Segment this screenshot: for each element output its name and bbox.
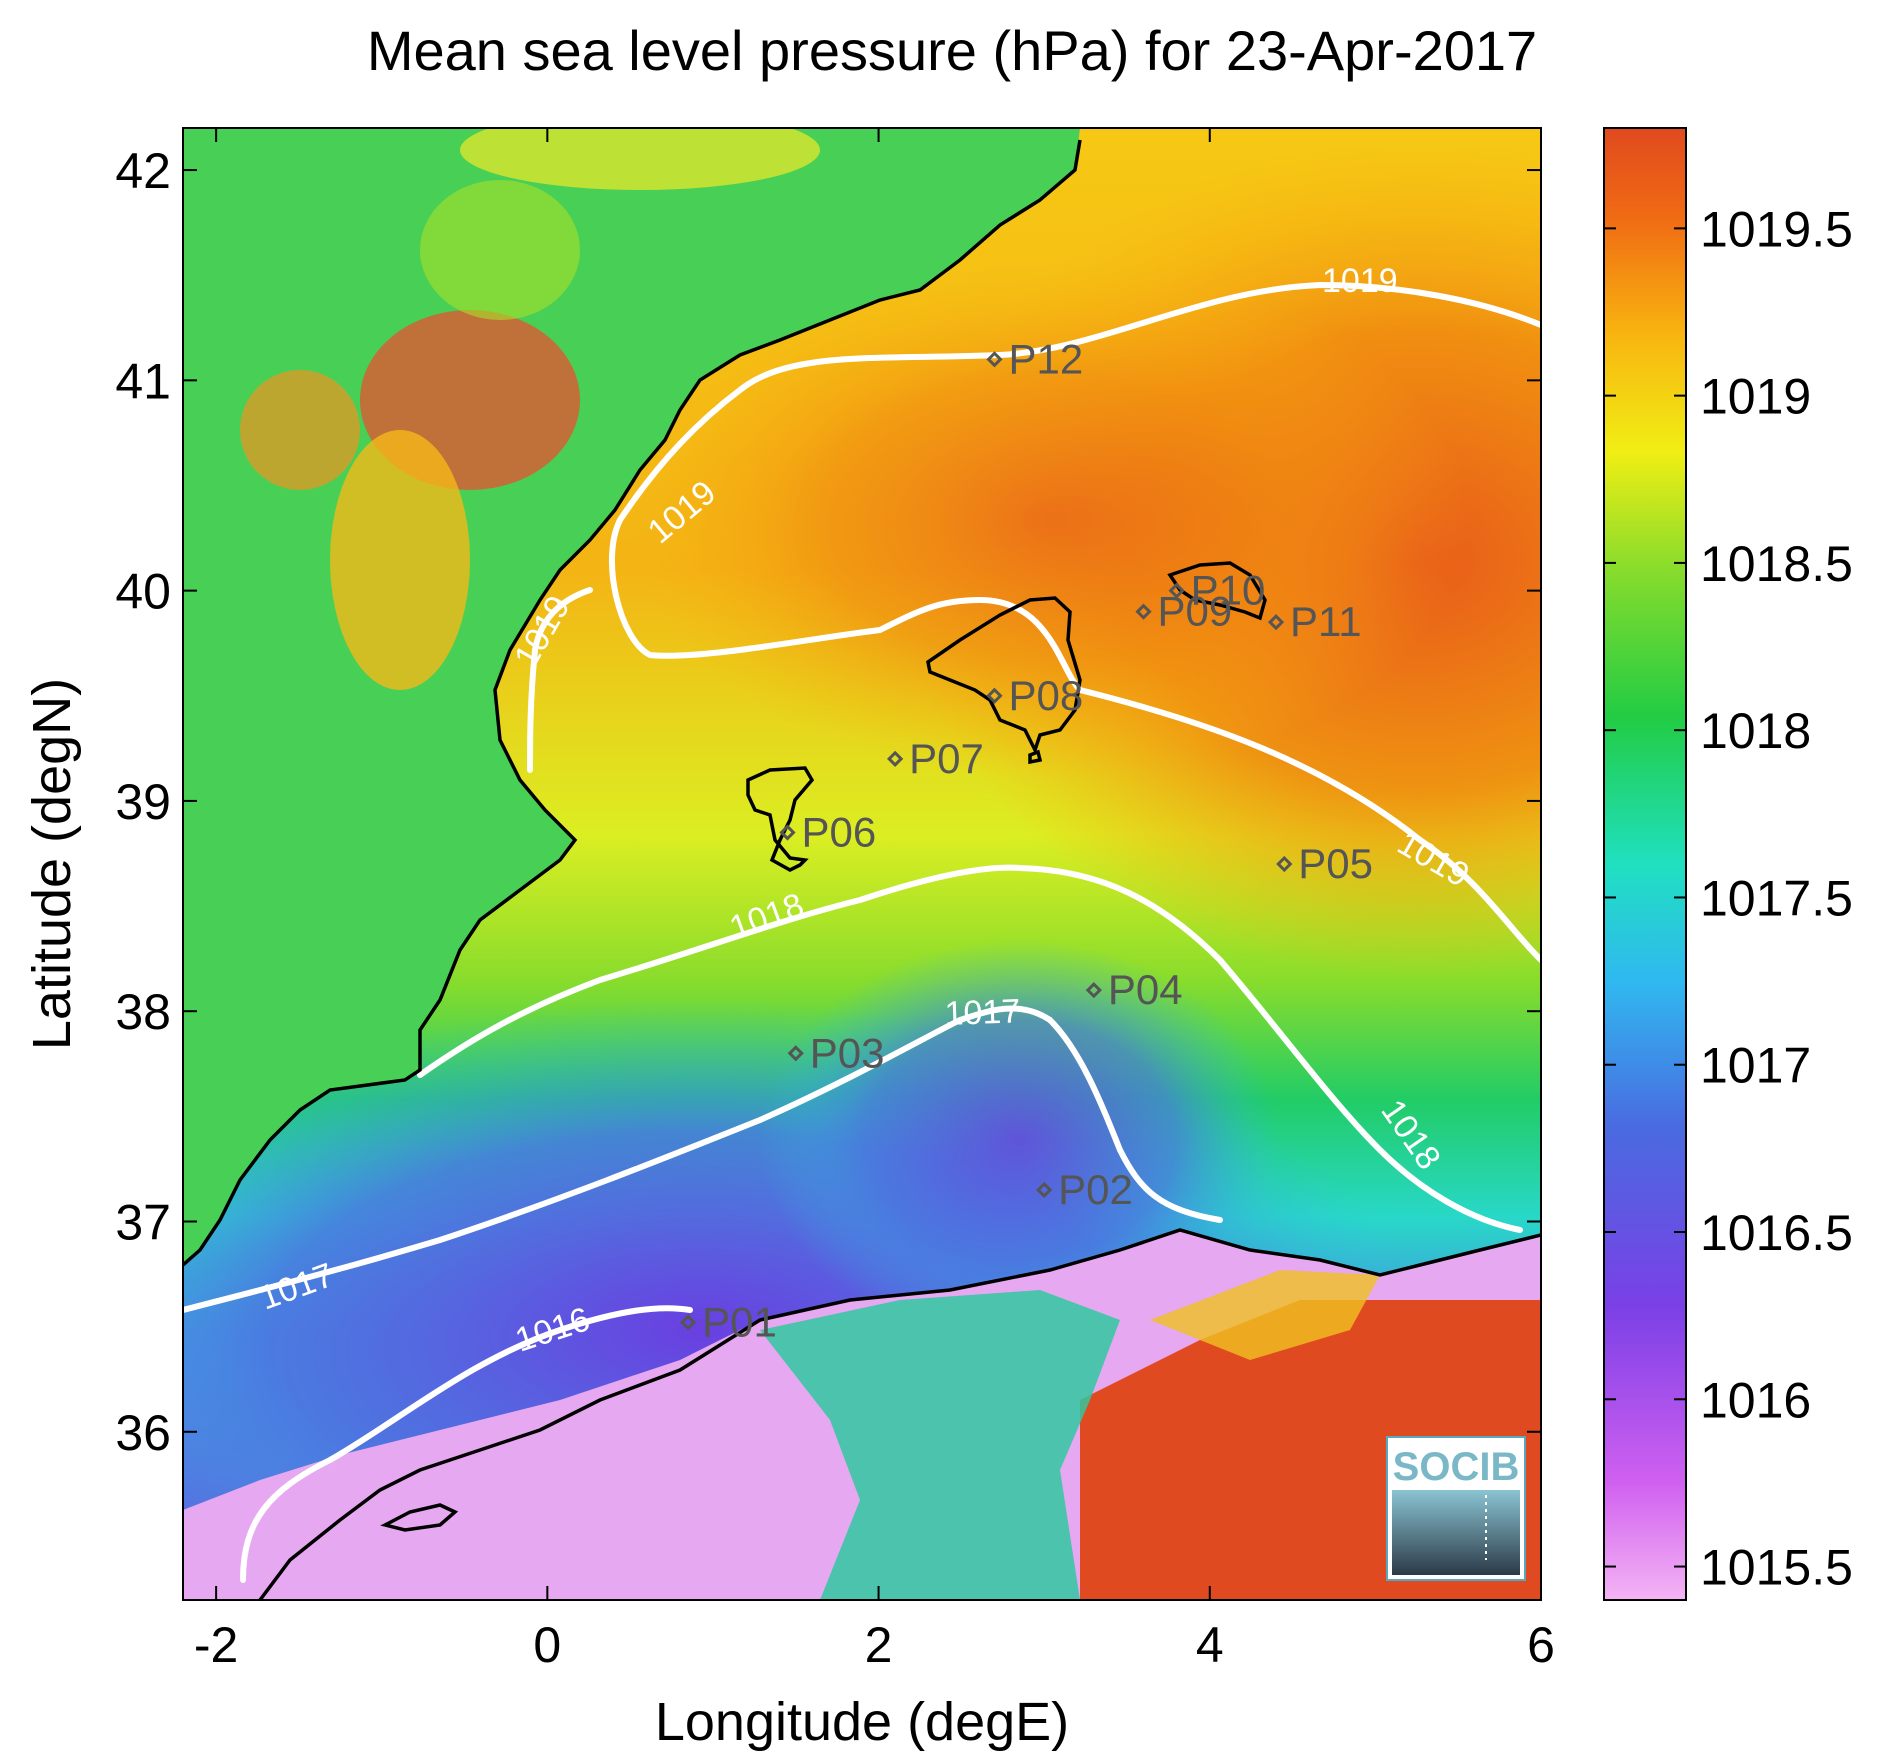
africa-coast — [258, 1228, 1541, 1600]
contour-1019-b — [527, 587, 593, 773]
station-label: P06 — [801, 808, 876, 855]
station-marker — [679, 1314, 697, 1331]
colorbar-tick-label: 1017.5 — [1700, 870, 1853, 926]
land-green-yellow — [420, 180, 580, 320]
station-label: P09 — [1158, 588, 1233, 635]
contour-1019 — [609, 281, 1541, 963]
station-label: P03 — [810, 1029, 885, 1076]
colorbar-tick-label: 1018.5 — [1700, 536, 1853, 592]
x-axis-label: Longitude (degE) — [655, 1692, 1069, 1752]
station-label: P02 — [1058, 1166, 1133, 1213]
y-tick-label: 38 — [115, 984, 171, 1040]
y-tick-label: 37 — [115, 1194, 171, 1250]
station-marker — [1085, 982, 1102, 999]
station-label: P11 — [1290, 598, 1362, 645]
station-marker — [1276, 855, 1293, 873]
contour-lines — [183, 281, 1541, 1583]
logo-text: SOCIB — [1393, 1445, 1520, 1489]
colorbar-tick-label: 1016 — [1700, 1372, 1811, 1428]
station-marker — [787, 1045, 804, 1062]
contour-label-1017: 1017 — [944, 992, 1021, 1033]
station-marker — [1168, 582, 1185, 599]
x-tick-label: 6 — [1527, 1617, 1555, 1673]
africa-yellow — [1150, 1270, 1380, 1360]
colorbar-tick-label: 1019.5 — [1700, 201, 1853, 257]
contour-1018 — [417, 864, 1523, 1233]
africa-transition — [760, 1290, 1120, 1600]
station-label: P07 — [909, 735, 984, 782]
y-tick-label: 42 — [115, 143, 171, 199]
ibiza-coast — [746, 766, 815, 872]
colorbar-tick-label: 1019 — [1700, 369, 1811, 425]
station-label: P05 — [1298, 840, 1373, 887]
station-label: P10 — [1191, 567, 1266, 614]
land-yellow-top — [460, 128, 820, 190]
x-tick-label: 2 — [865, 1617, 893, 1673]
chart-title: Mean sea level pressure (hPa) for 23-Apr… — [366, 19, 1538, 82]
colorbar-tick-label: 1016.5 — [1700, 1205, 1853, 1261]
land-high-3 — [240, 370, 360, 490]
colorbar-tick-label: 1017 — [1700, 1038, 1811, 1094]
menorca-coast — [1167, 561, 1267, 621]
contour-1017 — [183, 1005, 1223, 1313]
colorbar — [1603, 127, 1687, 1601]
x-tick-label: 4 — [1196, 1617, 1224, 1673]
station-label: P08 — [1008, 672, 1083, 719]
y-axis-ticks: 36 37 38 39 40 41 42 — [115, 143, 1541, 1461]
land-high-2 — [330, 430, 470, 690]
station-marker — [986, 351, 1003, 368]
socib-logo: SOCIB — [1386, 1436, 1526, 1581]
x-tick-label: 0 — [533, 1617, 561, 1673]
station-label: P01 — [702, 1298, 777, 1345]
contour-1016 — [240, 1305, 693, 1583]
y-axis-label: Latitude (degN) — [22, 678, 82, 1050]
station-label: P12 — [1008, 335, 1083, 382]
station-label: P04 — [1108, 966, 1183, 1013]
y-tick-label: 41 — [115, 353, 171, 409]
station-marker — [1267, 614, 1285, 631]
cabrera-coast — [1028, 749, 1043, 765]
y-tick-label: 40 — [115, 564, 171, 620]
station-marker — [986, 687, 1003, 704]
colorbar-ticks: 1015.5 1016 1016.5 1017 1017.5 1018 1018.5 1019… — [1604, 201, 1853, 1596]
y-tick-label: 39 — [115, 774, 171, 830]
mallorca-coast — [926, 596, 1082, 755]
station-marker — [887, 750, 904, 767]
station-marker — [779, 824, 796, 841]
lagoon-coast — [380, 1503, 459, 1532]
coastlines — [183, 139, 1541, 1600]
colorbar-tick-label: 1018 — [1700, 703, 1811, 759]
y-tick-label: 36 — [115, 1405, 171, 1461]
iberia-coast — [183, 139, 1082, 1267]
logo-water — [1392, 1490, 1520, 1575]
x-tick-label: -2 — [194, 1617, 238, 1673]
plot-frame — [182, 127, 1542, 1601]
colorbar-tick-label: 1015.5 — [1700, 1540, 1853, 1596]
high-pressure-area-2 — [630, 260, 1470, 780]
x-axis-ticks: -2 0 2 4 6 — [194, 128, 1555, 1673]
station-marker — [1135, 603, 1152, 620]
station-marker — [1036, 1181, 1053, 1199]
contour-label-1019: 1019 — [1322, 262, 1398, 300]
